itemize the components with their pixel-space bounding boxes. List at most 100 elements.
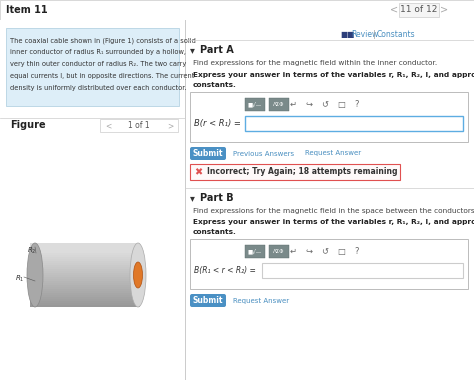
Bar bbox=[30, 247, 140, 249]
Text: □: □ bbox=[337, 100, 345, 109]
Bar bbox=[30, 303, 140, 305]
Bar bbox=[0, 0, 474, 20]
Bar bbox=[30, 305, 140, 307]
Bar bbox=[245, 98, 265, 111]
Bar bbox=[190, 239, 468, 289]
Bar bbox=[30, 259, 140, 261]
Bar bbox=[30, 267, 140, 269]
Text: ↺: ↺ bbox=[321, 100, 328, 109]
Text: ▾: ▾ bbox=[190, 45, 195, 55]
FancyBboxPatch shape bbox=[190, 147, 226, 160]
Text: >: > bbox=[440, 5, 448, 15]
Bar bbox=[30, 269, 140, 271]
Bar bbox=[30, 301, 140, 303]
Bar bbox=[185, 20, 474, 380]
Bar bbox=[30, 257, 140, 259]
Bar bbox=[30, 271, 140, 273]
Text: Submit: Submit bbox=[193, 149, 223, 158]
Bar bbox=[245, 245, 265, 258]
Bar bbox=[30, 265, 140, 267]
Bar bbox=[6, 28, 179, 106]
Bar bbox=[30, 261, 140, 263]
Bar bbox=[185, 20, 186, 380]
Bar bbox=[30, 275, 140, 277]
Bar bbox=[30, 287, 140, 289]
Text: ▾: ▾ bbox=[190, 193, 195, 203]
Bar bbox=[30, 243, 140, 307]
Bar bbox=[30, 255, 140, 257]
Bar bbox=[269, 98, 289, 111]
Text: Incorrect; Try Again; 18 attempts remaining: Incorrect; Try Again; 18 attempts remain… bbox=[207, 168, 398, 176]
Text: ↵: ↵ bbox=[290, 100, 297, 109]
Text: <: < bbox=[390, 5, 398, 15]
Text: ΛΣΦ: ΛΣΦ bbox=[273, 249, 285, 254]
Bar bbox=[262, 263, 463, 278]
Text: |: | bbox=[373, 30, 375, 39]
Bar bbox=[30, 279, 140, 281]
Ellipse shape bbox=[27, 243, 43, 307]
Bar bbox=[30, 299, 140, 301]
Text: Find expressions for the magnetic field within the inner conductor.: Find expressions for the magnetic field … bbox=[193, 60, 437, 66]
Text: inner conductor of radius R₁ surrounded by a hollow,: inner conductor of radius R₁ surrounded … bbox=[10, 49, 186, 55]
Text: The coaxial cable shown in (Figure 1) consists of a solid: The coaxial cable shown in (Figure 1) co… bbox=[10, 37, 196, 43]
Bar bbox=[30, 285, 140, 287]
Text: Item 11: Item 11 bbox=[6, 5, 47, 15]
Bar bbox=[245, 116, 463, 131]
Bar bbox=[30, 283, 140, 285]
Text: B(R₁ < r < R₂) =: B(R₁ < r < R₂) = bbox=[194, 266, 256, 275]
Bar bbox=[30, 243, 140, 245]
Text: very thin outer conductor of radius R₂. The two carry: very thin outer conductor of radius R₂. … bbox=[10, 61, 186, 67]
Text: □: □ bbox=[337, 247, 345, 256]
Text: >: > bbox=[167, 121, 173, 130]
Bar bbox=[100, 119, 178, 132]
Text: 11 of 12: 11 of 12 bbox=[401, 5, 438, 14]
Text: B(r < R₁) =: B(r < R₁) = bbox=[194, 119, 241, 128]
Text: constants.: constants. bbox=[193, 82, 237, 88]
Text: ↪: ↪ bbox=[306, 247, 312, 256]
Text: ΛΣΦ: ΛΣΦ bbox=[273, 102, 285, 107]
Bar bbox=[0, 20, 185, 380]
Text: ↪: ↪ bbox=[306, 100, 312, 109]
Text: <: < bbox=[105, 121, 111, 130]
Text: $R_2$: $R_2$ bbox=[27, 246, 37, 256]
Bar bbox=[399, 3, 439, 17]
Bar bbox=[30, 297, 140, 299]
Text: Find expressions for the magnetic field in the space between the conductors.: Find expressions for the magnetic field … bbox=[193, 208, 474, 214]
Bar bbox=[30, 273, 140, 275]
Bar bbox=[30, 249, 140, 251]
Text: Part B: Part B bbox=[200, 193, 234, 203]
FancyBboxPatch shape bbox=[190, 294, 226, 307]
Text: Express your answer in terms of the variables r, R₁, R₂, I, and appropriate: Express your answer in terms of the vari… bbox=[193, 219, 474, 225]
Text: Request Answer: Request Answer bbox=[233, 298, 289, 304]
Text: ■√—: ■√— bbox=[248, 249, 262, 254]
Text: Review: Review bbox=[351, 30, 378, 39]
Text: ✖: ✖ bbox=[194, 167, 202, 177]
Bar bbox=[30, 277, 140, 279]
Bar bbox=[30, 281, 140, 283]
Ellipse shape bbox=[134, 262, 143, 288]
Bar bbox=[30, 253, 140, 255]
Text: ?: ? bbox=[355, 247, 359, 256]
Text: $R_1$: $R_1$ bbox=[15, 274, 25, 284]
Text: Figure: Figure bbox=[10, 120, 46, 130]
Text: Previous Answers: Previous Answers bbox=[233, 150, 294, 157]
Text: 1 of 1: 1 of 1 bbox=[128, 121, 150, 130]
Ellipse shape bbox=[130, 243, 146, 307]
Text: Constants: Constants bbox=[377, 30, 416, 39]
Text: Part A: Part A bbox=[200, 45, 234, 55]
Text: ?: ? bbox=[355, 100, 359, 109]
Text: Express your answer in terms of the variables r, R₁, R₂, I, and appropriate: Express your answer in terms of the vari… bbox=[193, 72, 474, 78]
Bar bbox=[30, 289, 140, 291]
Text: constants.: constants. bbox=[193, 229, 237, 235]
Text: ↺: ↺ bbox=[321, 247, 328, 256]
Bar bbox=[30, 295, 140, 297]
Bar bbox=[190, 92, 468, 142]
Text: equal currents I, but in opposite directions. The current: equal currents I, but in opposite direct… bbox=[10, 73, 194, 79]
Text: density is uniformly distributed over each conductor.: density is uniformly distributed over ea… bbox=[10, 85, 186, 91]
Bar bbox=[30, 263, 140, 265]
Text: ■■: ■■ bbox=[340, 30, 355, 39]
Text: Request Answer: Request Answer bbox=[305, 150, 361, 157]
Text: ■√—: ■√— bbox=[248, 102, 262, 107]
Bar bbox=[30, 293, 140, 295]
Bar bbox=[30, 291, 140, 293]
